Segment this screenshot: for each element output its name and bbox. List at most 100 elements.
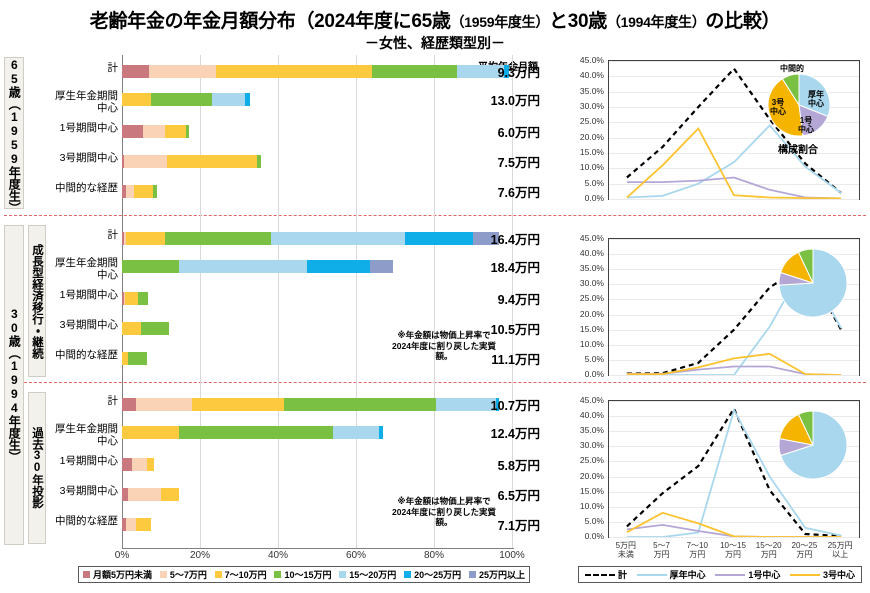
stacked-bar[interactable] (122, 93, 250, 106)
bar-segment (135, 518, 152, 531)
line-ytick: 45.0% (579, 55, 604, 65)
line-ytick: 30.0% (579, 101, 604, 111)
bar-segment (215, 65, 372, 78)
line-gridline (609, 491, 859, 493)
line-xtick: 7～10 万円 (686, 541, 708, 560)
bar-gridline-20 (200, 55, 201, 548)
bar-segment (457, 65, 505, 78)
line-gridline (609, 168, 859, 170)
pie-slice (797, 410, 814, 446)
stacked-bar[interactable] (122, 322, 169, 335)
legend-label: 10～15万円 (284, 570, 332, 580)
bar-legend: 月額5万円未満 5～7万円 7～10万円 10～15万円 15～20万円 20～25万円 2… (78, 566, 530, 583)
stacked-bar[interactable] (122, 518, 152, 531)
line-gridline (609, 476, 859, 478)
stacked-bar[interactable] (122, 65, 509, 78)
pie-inset (778, 410, 848, 480)
line-legend-item[interactable]: 厚年中心 (636, 568, 706, 581)
bar-segment (146, 458, 155, 471)
line-ytick: 15.0% (579, 147, 604, 157)
pie-slice-label: 中間的 (780, 64, 804, 73)
stacked-bar[interactable] (122, 352, 148, 365)
pie-inset (778, 248, 848, 318)
bar-segment (125, 518, 136, 531)
pie-slice (780, 410, 848, 480)
line-ytick: 0.0% (584, 531, 604, 541)
bar-segment (143, 125, 165, 138)
group-label-30: 30歳（1994年度生） (4, 225, 24, 545)
bar-legend-item[interactable]: 5～7万円 (159, 568, 207, 581)
bar-segment (122, 93, 152, 106)
title-part-1: 老齢年金の年金月額分布（2024年度に65歳 (89, 11, 451, 32)
line-ytick: 40.0% (579, 70, 604, 81)
line-ytick: 40.0% (579, 248, 604, 259)
avg-amount-value: 7.6万円 (497, 186, 540, 200)
bar-segment (122, 292, 124, 305)
stacked-bar[interactable] (122, 155, 262, 168)
bar-row-label: 1号期間中心 (59, 122, 118, 134)
bar-segment (131, 458, 147, 471)
bar-legend-item[interactable]: 7～10万円 (214, 568, 267, 581)
line-gridline (609, 446, 859, 448)
bar-segment (165, 232, 271, 245)
bar-xtick-80: 80% (423, 550, 444, 561)
stacked-bar[interactable] (122, 260, 394, 273)
bar-row-label: 中間的な経歴 (55, 515, 118, 527)
avg-amount-value: 7.1万円 (497, 519, 540, 533)
line-ytick: 10.0% (579, 338, 604, 349)
line-ytick: 25.0% (579, 293, 604, 304)
bar-segment (283, 398, 436, 411)
line-legend-item[interactable]: 1号中心 (715, 568, 780, 581)
bar-xtick-60: 60% (345, 550, 366, 561)
bar-legend-item[interactable]: 10～15万円 (274, 568, 331, 581)
scenario-label-growth: 成長型経済移行・継続 (28, 225, 46, 377)
stacked-bar[interactable] (122, 292, 149, 305)
line-legend-item[interactable]: 3号中心 (789, 568, 855, 581)
line-series (626, 66, 842, 194)
bar-xtick-20: 20% (189, 550, 210, 561)
line-gridline (609, 61, 859, 62)
stacked-bar[interactable] (122, 426, 384, 439)
bar-legend-item[interactable]: 25万円以上 (468, 568, 525, 581)
line-gridline (609, 375, 859, 376)
avg-amount-value: 11.1万円 (491, 353, 540, 367)
avg-amount-value: 18.4万円 (490, 261, 540, 275)
legend-label: 5～7万円 (169, 570, 207, 580)
stacked-bar[interactable] (122, 125, 190, 138)
bar-segment (473, 232, 499, 245)
line-legend: 計 厚年中心 1号中心 3号中心 (578, 566, 862, 583)
stacked-bar[interactable] (122, 232, 499, 245)
bar-gridline-40 (278, 55, 279, 548)
line-gridline (609, 314, 859, 316)
bar-legend-item[interactable]: 20～25万円 (404, 568, 461, 581)
line-series-layer (626, 66, 842, 199)
pie-inset (767, 73, 831, 137)
bar-gridline-100 (512, 55, 513, 548)
stacked-bar[interactable] (122, 458, 155, 471)
line-legend-item[interactable]: 計 (585, 568, 627, 581)
line-ytick: 20.0% (579, 131, 604, 142)
stacked-bar[interactable] (122, 185, 158, 198)
pie-slice-label: 3号 中心 (770, 98, 786, 116)
stacked-bar[interactable] (122, 488, 179, 501)
line-xtick: 5～7 万円 (653, 541, 671, 560)
legend-line-swatch (585, 573, 615, 576)
bar-segment (133, 185, 154, 198)
bar-segment (128, 488, 162, 501)
line-gridline (609, 284, 859, 286)
bar-row-label: 中間的な経歴 (55, 349, 118, 361)
line-xtick: 15～20 万円 (755, 541, 782, 560)
line-ytick: 0.0% (584, 369, 604, 379)
line-series (626, 406, 842, 537)
bar-segment (122, 352, 128, 365)
bar-legend-item[interactable]: 月額5万円未満 (83, 568, 152, 581)
bar-row-label: 計 (107, 229, 119, 241)
line-ytick: 10.0% (579, 500, 604, 511)
line-series (626, 126, 842, 199)
bar-row-label: 厚生年金期間 中心 (55, 257, 118, 282)
bar-row-label: 厚生年金期間 中心 (55, 423, 118, 448)
line-gridline (609, 91, 859, 93)
bar-legend-item[interactable]: 15～20万円 (339, 568, 396, 581)
bar-segment (122, 260, 179, 273)
stacked-bar[interactable] (122, 398, 500, 411)
